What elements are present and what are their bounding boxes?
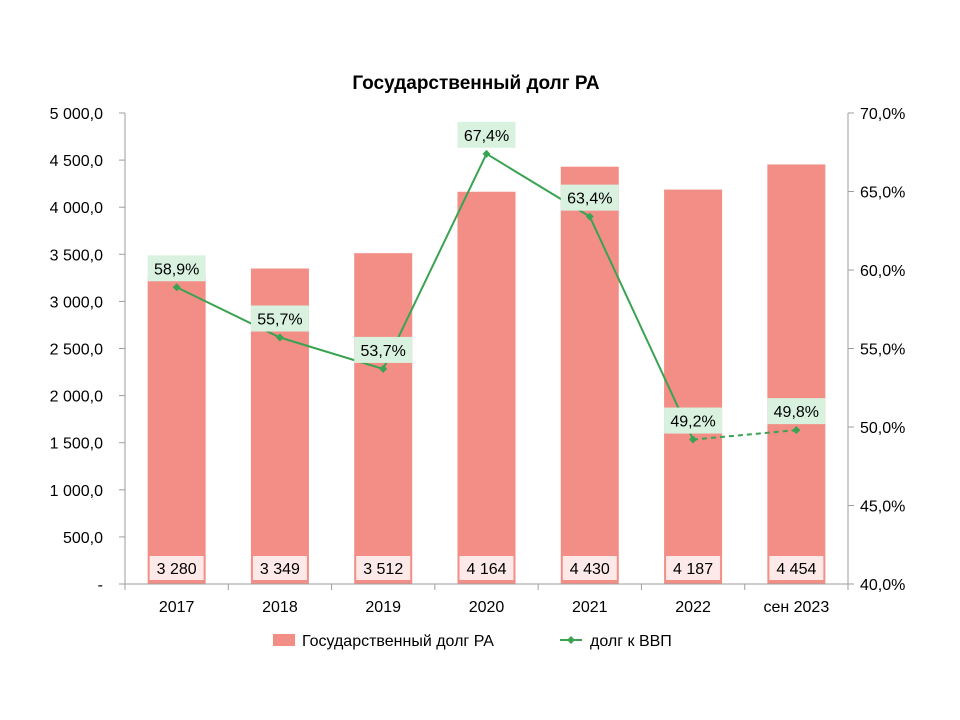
legend-label-bar: Государственный долг РА [302, 633, 494, 650]
bar-4 [560, 166, 619, 584]
x-tick-label-5: 2022 [675, 599, 711, 616]
bar-label-bg-5 [666, 556, 721, 580]
line-label-bg-4 [560, 184, 619, 211]
y-left-tick-label-2: 1 000,0 [50, 483, 103, 500]
y-left-tick-label-6: 3 000,0 [50, 294, 103, 311]
bar-label-bg-4 [562, 556, 617, 580]
legend-swatch-line-marker [567, 636, 575, 644]
bar-label-bg-6 [769, 556, 824, 580]
line-value-label-0: 58,9% [154, 261, 199, 278]
line-label-bg-6 [767, 398, 826, 425]
y-left-tick-label-3: 1 500,0 [50, 436, 103, 453]
y-left-tick-label-0: - [98, 577, 103, 594]
line-value-label-2: 53,7% [361, 343, 406, 360]
line-value-label-3: 67,4% [464, 128, 509, 145]
y-left-tick-label-9: 4 500,0 [50, 153, 103, 170]
y-left-tick-label-1: 500,0 [63, 530, 103, 547]
legend-swatch-bar [273, 634, 295, 646]
line-point-5 [689, 435, 698, 444]
bar-2 [354, 253, 413, 584]
line-label-bg-3 [457, 121, 516, 148]
y-left-tick-label-5: 2 500,0 [50, 342, 103, 359]
line-point-0 [172, 283, 181, 292]
line-point-1 [275, 333, 284, 342]
bar-label-bg-1 [252, 556, 307, 580]
x-tick-label-0: 2017 [159, 599, 195, 616]
line-label-bg-1 [250, 305, 309, 332]
line-series-group: 58,9% 55,7% 53,7% 67,4% 63,4% 49,2% 49,8% [147, 121, 826, 444]
bar-label-bg-3 [459, 556, 514, 580]
bars-group: 3 280 3 349 3 512 4 164 4 430 4 187 4 454 [147, 164, 826, 584]
line-point-4 [585, 212, 594, 221]
bar-value-label-2: 3 512 [363, 561, 403, 578]
y-left-tick-label-8: 4 000,0 [50, 200, 103, 217]
bar-value-label-6: 4 454 [776, 561, 816, 578]
x-tick-label-1: 2018 [262, 599, 298, 616]
bar-value-label-0: 3 280 [157, 561, 197, 578]
line-value-label-1: 55,7% [257, 312, 302, 329]
y-left-tick-label-7: 3 500,0 [50, 247, 103, 264]
line-point-6 [792, 426, 801, 435]
bar-value-label-5: 4 187 [673, 561, 713, 578]
y-right-tick-label-3: 55,0% [860, 342, 905, 359]
line-label-bg-2 [354, 336, 413, 363]
x-tick-label-3: 2020 [469, 599, 505, 616]
line-point-2 [379, 364, 388, 373]
bar-3 [457, 191, 516, 584]
line-label-bg-5 [664, 407, 723, 434]
bar-value-label-3: 4 164 [466, 561, 506, 578]
y-right-tick-label-1: 45,0% [860, 499, 905, 516]
y-left-tick-label-10: 5 000,0 [50, 106, 103, 123]
bar-value-label-1: 3 349 [260, 561, 300, 578]
x-tick-label-6: сен 2023 [763, 599, 829, 616]
y-right-tick-label-4: 60,0% [860, 263, 905, 280]
line-label-bg-0 [147, 255, 206, 282]
axes-group: - 500,0 1 000,0 1 500,0 2 000,0 2 500,0 3 000,… [50, 106, 906, 616]
bar-0 [147, 275, 206, 584]
y-right-tick-label-2: 50,0% [860, 420, 905, 437]
line-value-label-6: 49,8% [774, 404, 819, 421]
line-value-label-5: 49,2% [670, 414, 715, 431]
y-right-tick-label-5: 65,0% [860, 185, 905, 202]
x-tick-label-4: 2021 [572, 599, 608, 616]
legend-label-line: долг к ВВП [590, 633, 672, 650]
x-tick-label-2: 2019 [365, 599, 401, 616]
chart-title: Государственный долг РА [352, 73, 600, 94]
legend: Государственный долг РА долг к ВВП [273, 633, 672, 650]
y-right-tick-label-6: 70,0% [860, 106, 905, 123]
bar-6 [767, 164, 826, 584]
line-value-label-4: 63,4% [567, 191, 612, 208]
y-right-tick-label-0: 40,0% [860, 577, 905, 594]
y-left-tick-label-4: 2 000,0 [50, 389, 103, 406]
bar-label-bg-2 [356, 556, 411, 580]
bar-value-label-4: 4 430 [570, 561, 610, 578]
line-point-3 [482, 149, 491, 158]
bar-label-bg-0 [149, 556, 204, 580]
bar-5 [664, 189, 723, 584]
